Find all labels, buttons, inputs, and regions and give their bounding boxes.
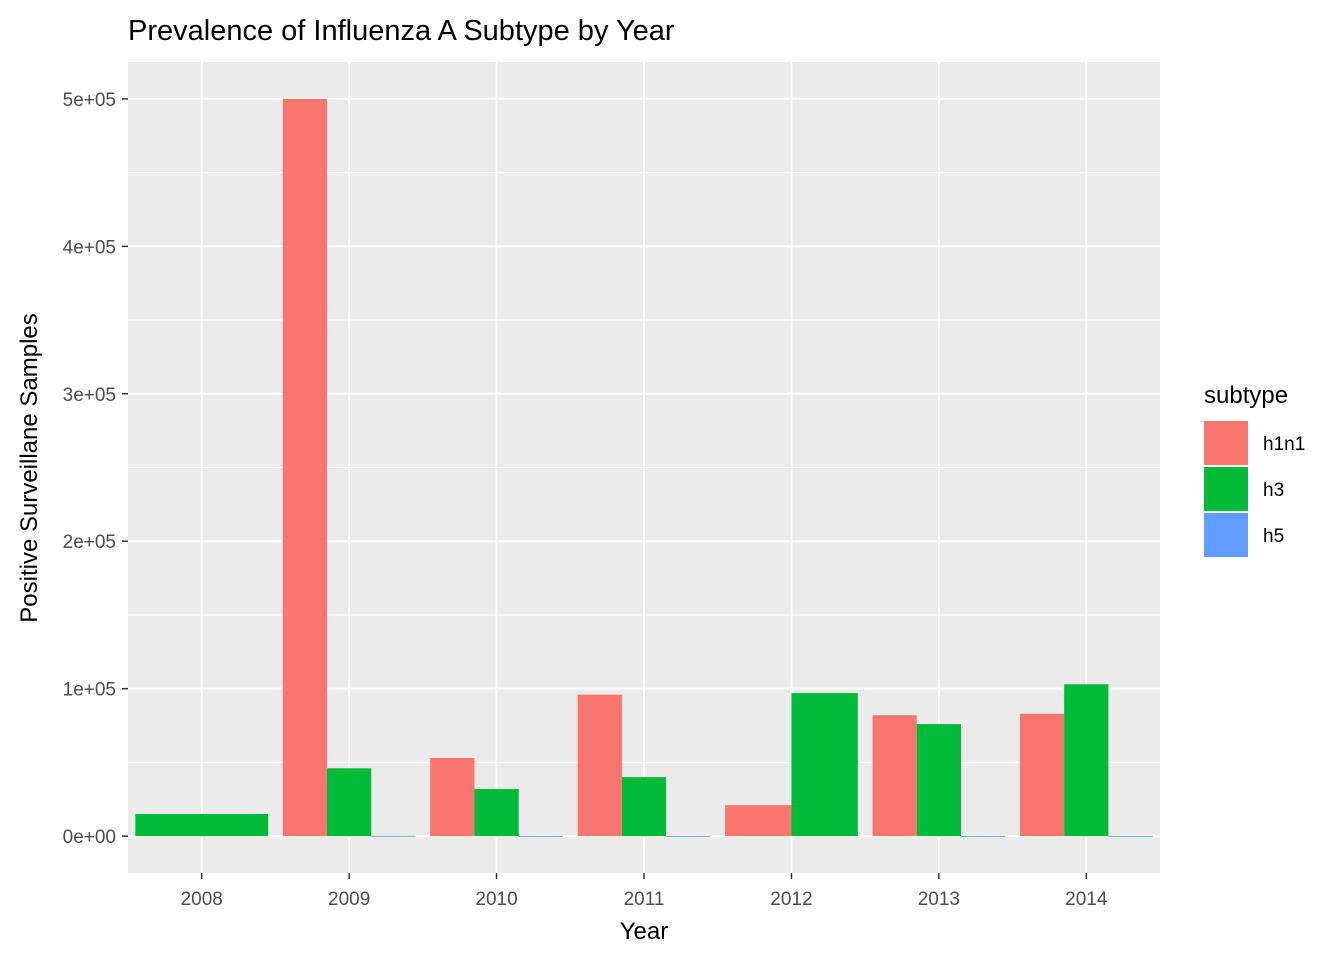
y-tick-label: 3e+05 (63, 385, 116, 406)
legend-label-h3: h3 (1263, 480, 1284, 501)
y-tick-label: 4e+05 (63, 237, 116, 258)
bar-h3-2011 (621, 777, 667, 837)
y-tick-label: 2e+05 (63, 532, 116, 553)
bar-h1n1-2012 (725, 805, 792, 837)
bars (135, 98, 1153, 837)
y-tick-label: 5e+05 (63, 90, 116, 111)
bar-h5-2010 (518, 835, 563, 837)
bar-h5-2009 (371, 835, 416, 837)
bar-h5-2011 (666, 835, 711, 837)
y-axis: 0e+00 1e+05 2e+05 3e+05 4e+05 5e+05 (63, 90, 128, 848)
legend-label-h5: h5 (1263, 526, 1284, 547)
legend-key-h1n1 (1204, 421, 1248, 465)
bar-h3-2009 (327, 768, 372, 837)
bar-h1n1-2010 (430, 757, 475, 837)
chart-title: Prevalence of Influenza A Subtype by Yea… (128, 15, 675, 47)
bar-h3-2008 (135, 814, 269, 837)
bar-h5-2014 (1108, 835, 1153, 837)
x-tick-label: 2012 (770, 889, 812, 910)
bar-h1n1-2011 (577, 694, 622, 837)
x-tick-label: 2014 (1065, 889, 1108, 910)
bar-h1n1-2009 (282, 98, 328, 837)
bar-h3-2014 (1064, 684, 1109, 837)
x-tick-label: 2010 (475, 889, 517, 910)
x-tick-label: 2008 (181, 889, 223, 910)
legend-label-h1n1: h1n1 (1263, 434, 1305, 455)
x-tick-label: 2009 (328, 889, 370, 910)
bar-h3-2013 (916, 724, 961, 837)
bar-h1n1-2014 (1019, 713, 1065, 837)
legend-key-h3 (1204, 467, 1248, 511)
bar-h3-2010 (474, 788, 519, 837)
x-tick-label: 2013 (918, 889, 960, 910)
y-tick-label: 1e+05 (63, 680, 116, 701)
y-axis-title: Positive Surveillane Samples (16, 313, 43, 622)
bar-h5-2013 (960, 835, 1006, 837)
x-axis-title: Year (620, 918, 669, 945)
legend: subtype h1n1 h3 h5 (1204, 382, 1305, 557)
legend-key-h5 (1204, 513, 1248, 557)
x-tick-label: 2011 (624, 889, 665, 910)
y-tick-label: 0e+00 (63, 827, 116, 848)
bar-h3-2012 (791, 693, 858, 837)
legend-items: h1n1 h3 h5 (1204, 421, 1305, 557)
legend-title: subtype (1204, 382, 1288, 409)
bar-h1n1-2013 (872, 715, 917, 837)
x-axis: 2008 2009 2010 2011 2012 2013 2014 (181, 873, 1108, 910)
